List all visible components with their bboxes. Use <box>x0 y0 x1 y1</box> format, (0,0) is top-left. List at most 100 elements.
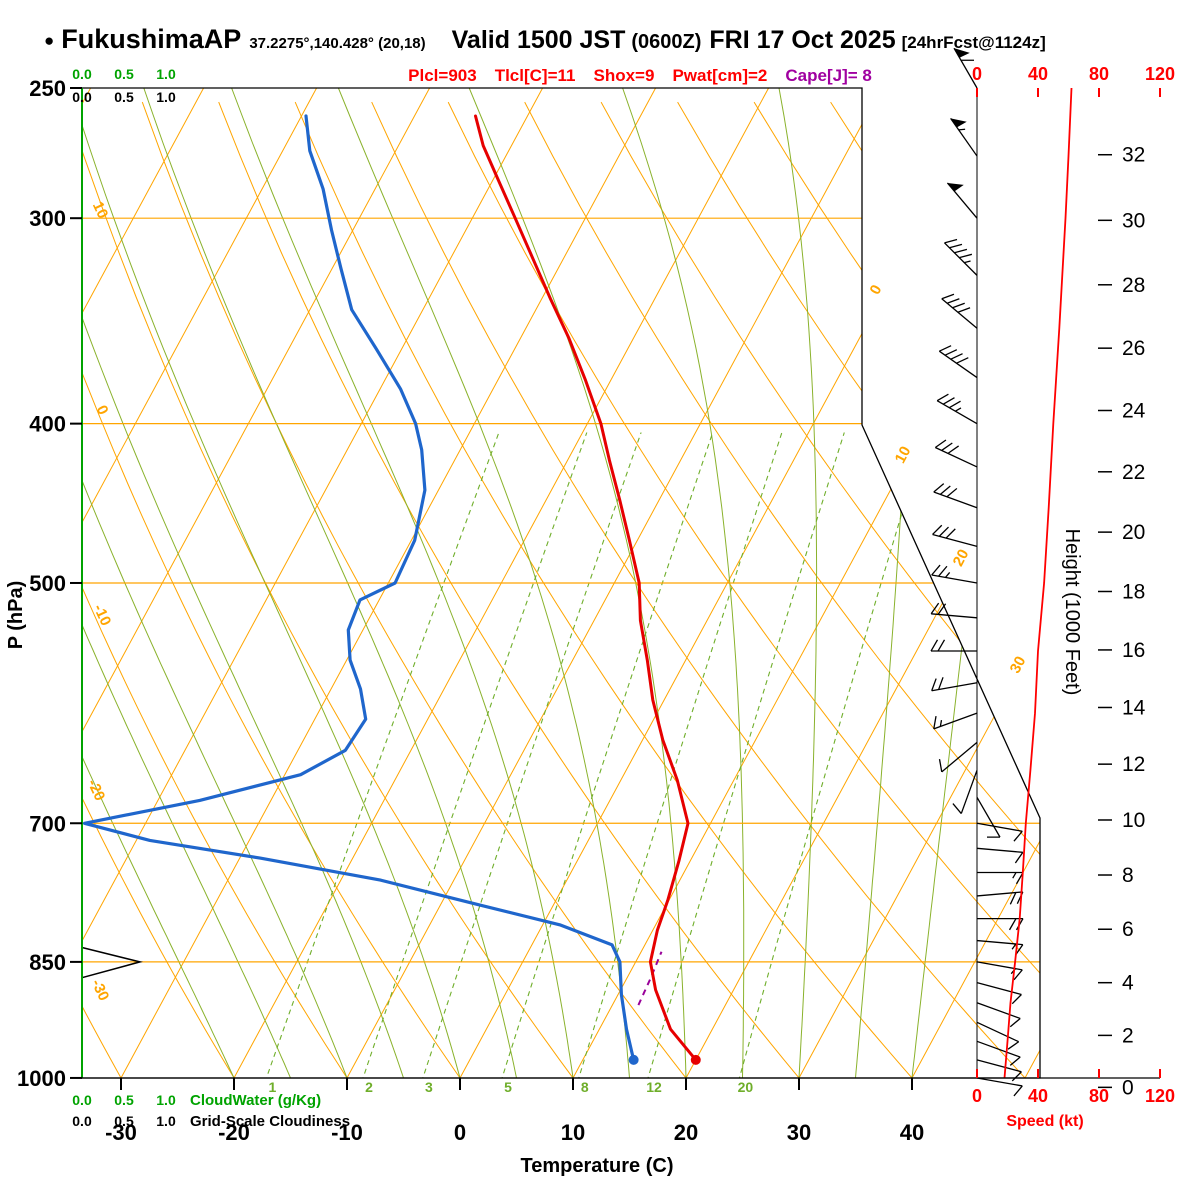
svg-text:-20: -20 <box>218 1120 250 1145</box>
svg-text:0.0: 0.0 <box>72 89 92 105</box>
dewpoint-trace <box>82 114 636 1062</box>
forecast-note: [24hrFcst@1124z] <box>901 33 1046 52</box>
svg-text:32: 32 <box>1122 144 1145 167</box>
svg-text:26: 26 <box>1122 337 1145 360</box>
svg-text:20: 20 <box>738 1079 754 1095</box>
svg-text:850: 850 <box>29 950 66 975</box>
pressure-axis: 250 300 400 500 700 850 1000 P (hPa) <box>5 76 82 1091</box>
svg-text:28: 28 <box>1122 274 1145 297</box>
svg-text:0.5: 0.5 <box>114 1113 134 1129</box>
index-token: Shox=9 <box>593 66 655 85</box>
svg-text:40: 40 <box>1028 1086 1048 1106</box>
svg-text:-10: -10 <box>331 1120 363 1145</box>
index-token: Pwat[cm]=2 <box>672 66 768 85</box>
svg-text:-10: -10 <box>90 602 115 629</box>
svg-text:120: 120 <box>1145 64 1175 84</box>
svg-text:12: 12 <box>646 1079 662 1095</box>
svg-text:400: 400 <box>29 412 66 437</box>
dry-adiabat-labels: 100-10-20-30 <box>84 199 115 1004</box>
valid-time: Valid 1500 JST <box>451 26 626 54</box>
svg-text:1.0: 1.0 <box>156 1113 176 1129</box>
svg-text:250: 250 <box>29 76 66 101</box>
svg-text:-30: -30 <box>88 977 113 1004</box>
mixing-ratio-labels: 1 2 3 5 8 12 20 <box>269 1079 754 1095</box>
svg-text:6: 6 <box>1122 918 1134 941</box>
svg-text:16: 16 <box>1122 639 1145 662</box>
svg-text:0: 0 <box>972 1086 982 1106</box>
svg-text:12: 12 <box>1122 753 1145 776</box>
svg-text:0: 0 <box>454 1120 466 1145</box>
indices-line: Plcl=903 Tlcl[C]=11 Shox=9 Pwat[cm]=2 Cape[J… <box>280 66 1000 86</box>
parcel-trace <box>637 951 663 1006</box>
svg-text:0.5: 0.5 <box>114 89 134 105</box>
svg-text:CloudWater (g/Kg): CloudWater (g/Kg) <box>190 1092 321 1109</box>
cloudwater-scale: 0.0 0.0 0.5 0.5 1.0 1.0 CloudWater (g/Kg) <box>72 66 321 1109</box>
svg-text:Speed (kt): Speed (kt) <box>1006 1113 1083 1130</box>
title-line: ● FukushimaAP 37.2275°,140.428° (20,18) Val… <box>44 24 1046 55</box>
index-token: Tlcl[C]=11 <box>494 66 576 85</box>
svg-text:10: 10 <box>561 1120 585 1145</box>
svg-text:10: 10 <box>1122 809 1145 832</box>
svg-text:1000: 1000 <box>17 1066 66 1091</box>
svg-text:40: 40 <box>1028 64 1048 84</box>
svg-text:1: 1 <box>269 1079 277 1095</box>
svg-text:700: 700 <box>29 811 66 836</box>
svg-text:0: 0 <box>1122 1076 1134 1099</box>
isotherm-labels: 0 10 20 30 <box>867 282 1030 676</box>
svg-text:0.5: 0.5 <box>114 1092 134 1108</box>
index-token: Cape[J]= 8 <box>785 66 872 85</box>
moist-adiabats <box>82 88 1024 1078</box>
svg-text:Temperature (C): Temperature (C) <box>521 1155 674 1177</box>
svg-text:P (hPa): P (hPa) <box>5 581 27 650</box>
svg-text:-30: -30 <box>105 1120 137 1145</box>
svg-text:300: 300 <box>29 206 66 231</box>
station-coords: 37.2275°,140.428° (20,18) <box>249 35 426 52</box>
temperature-trace <box>474 114 698 1062</box>
svg-text:-20: -20 <box>84 777 109 804</box>
svg-text:80: 80 <box>1089 64 1109 84</box>
svg-text:2: 2 <box>1122 1024 1134 1047</box>
valid-zulu: (0600Z) <box>631 31 702 53</box>
svg-text:0.0: 0.0 <box>72 1092 92 1108</box>
valid-date: FRI 17 Oct 2025 <box>709 26 896 54</box>
svg-text:1.0: 1.0 <box>156 66 176 82</box>
svg-text:Grid-Scale Cloudiness: Grid-Scale Cloudiness <box>190 1113 350 1130</box>
speed-profile <box>1003 87 1073 1079</box>
svg-text:120: 120 <box>1145 1086 1175 1106</box>
svg-text:2: 2 <box>365 1079 373 1095</box>
station-bullet-icon: ● <box>44 31 55 50</box>
svg-text:40: 40 <box>900 1120 924 1145</box>
svg-text:22: 22 <box>1122 461 1145 484</box>
svg-text:30: 30 <box>787 1120 811 1145</box>
mixing-ratio-lines <box>252 432 927 1078</box>
wind-barbs <box>930 47 1024 1097</box>
svg-text:500: 500 <box>29 571 66 596</box>
svg-text:10: 10 <box>892 444 915 467</box>
svg-text:0.0: 0.0 <box>72 66 92 82</box>
svg-text:1.0: 1.0 <box>156 1092 176 1108</box>
svg-text:24: 24 <box>1122 399 1146 422</box>
surface-dots <box>628 1054 701 1065</box>
svg-text:Height (1000 Feet): Height (1000 Feet) <box>1061 529 1083 696</box>
svg-text:0: 0 <box>867 282 886 297</box>
svg-text:0.0: 0.0 <box>72 1113 92 1129</box>
cloudiness-profile <box>81 946 143 979</box>
index-token: Plcl=903 <box>408 66 477 85</box>
cloudiness-scale: 0.0 0.0 0.5 0.5 1.0 1.0 Grid-Scale Cloudiness <box>72 89 350 1130</box>
station-name: FukushimaAP <box>61 24 242 54</box>
svg-text:80: 80 <box>1089 1086 1109 1106</box>
svg-text:18: 18 <box>1122 580 1145 603</box>
svg-text:1.0: 1.0 <box>156 89 176 105</box>
svg-text:10: 10 <box>89 199 111 221</box>
pressure-gridlines <box>82 217 1040 963</box>
svg-text:14: 14 <box>1122 696 1146 719</box>
svg-text:30: 30 <box>1007 654 1030 677</box>
svg-text:20: 20 <box>674 1120 698 1145</box>
svg-text:3: 3 <box>425 1079 433 1095</box>
svg-text:30: 30 <box>1122 209 1145 232</box>
svg-text:8: 8 <box>581 1079 589 1095</box>
speed-axis: 0 0 40 40 80 80 120 120 Speed (kt) <box>972 64 1175 1130</box>
